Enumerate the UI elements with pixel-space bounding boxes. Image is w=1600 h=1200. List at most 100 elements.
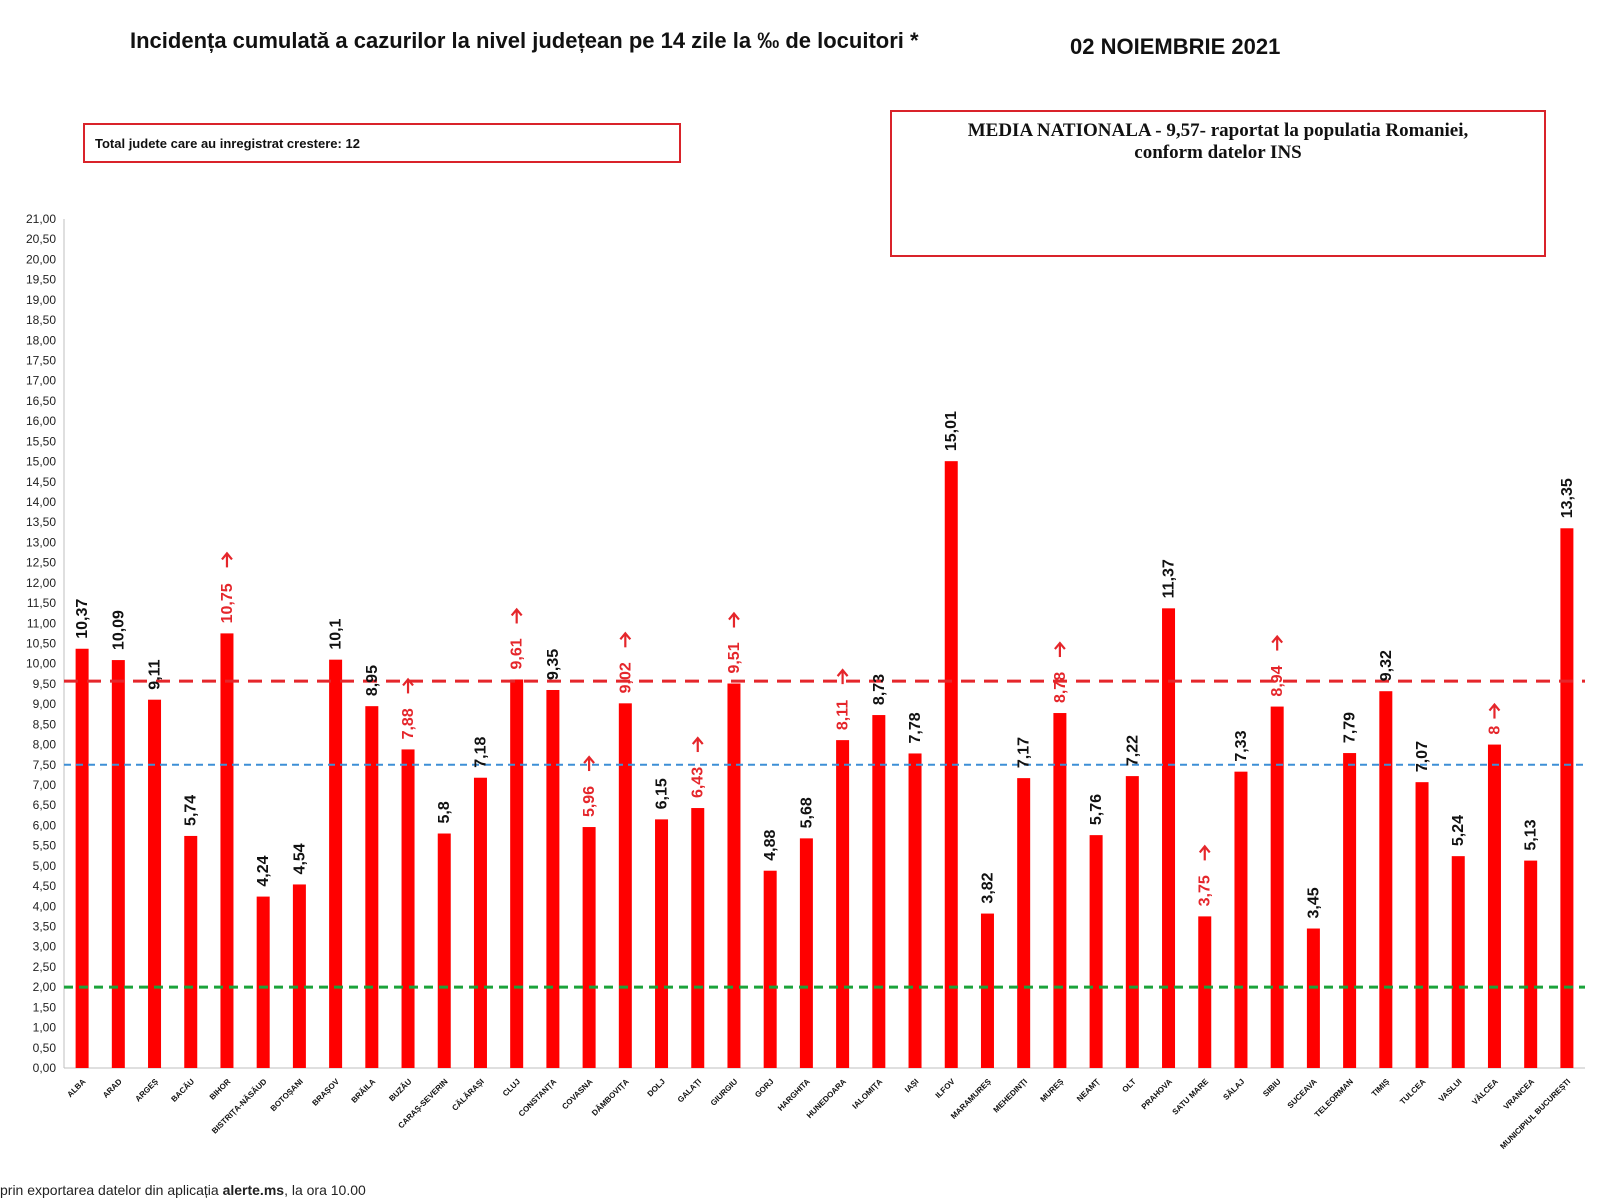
y-tick-label: 19,00 <box>26 293 56 307</box>
bar-35 <box>1306 928 1320 1068</box>
y-tick-label: 12,50 <box>26 556 56 570</box>
category-label-5: BIHOR <box>208 1077 233 1102</box>
value-label-33: 7,33 <box>1233 730 1250 761</box>
y-tick-label: 7,50 <box>33 758 57 772</box>
y-tick-label: 2,50 <box>33 960 57 974</box>
value-label-12: 7,18 <box>472 736 489 767</box>
y-tick-label: 6,00 <box>33 818 57 832</box>
value-label-35: 3,45 <box>1305 887 1322 918</box>
bar-1 <box>75 648 89 1068</box>
value-label-26: 3,82 <box>979 872 996 903</box>
footnote-suffix: , la ora 10.00 <box>284 1182 366 1198</box>
footnote-prefix: prin exportarea datelor din aplicația <box>0 1182 223 1198</box>
chart-title: Incidența cumulată a cazurilor la nivel … <box>130 28 919 53</box>
value-label-27: 7,17 <box>1016 737 1033 768</box>
value-label-8: 10,1 <box>328 618 345 649</box>
value-label-38: 7,07 <box>1414 741 1431 772</box>
bar-7 <box>292 884 306 1068</box>
y-tick-label: 21,00 <box>26 212 56 226</box>
y-tick-label: 17,50 <box>26 354 56 368</box>
y-tick-label: 20,00 <box>26 252 56 266</box>
bar-10 <box>401 749 415 1068</box>
category-label-1: ALBA <box>65 1077 87 1099</box>
category-label-42: MUNICIPIUL BUCUREȘTI <box>1498 1077 1572 1151</box>
y-tick-label: 18,00 <box>26 333 56 347</box>
value-label-9: 8,95 <box>364 665 381 696</box>
bar-6 <box>256 896 270 1068</box>
value-label-13: 9,61 <box>509 638 526 669</box>
bar-33 <box>1234 771 1248 1068</box>
y-tick-label: 5,00 <box>33 859 57 873</box>
value-label-18: 6,43 <box>690 767 707 798</box>
y-tick-label: 11,50 <box>27 596 56 610</box>
value-label-17: 6,15 <box>654 778 671 809</box>
bar-17 <box>655 819 669 1068</box>
y-tick-label: 10,00 <box>26 657 56 671</box>
y-tick-label: 0,00 <box>33 1061 57 1075</box>
value-label-22: 8,11 <box>835 700 852 730</box>
y-tick-label: 4,00 <box>33 899 57 913</box>
increase-arrow-22 <box>836 668 849 685</box>
value-label-42: 13,35 <box>1559 478 1576 518</box>
value-label-15: 5,96 <box>581 786 598 817</box>
increase-arrow-10 <box>402 677 414 694</box>
value-label-34: 8,94 <box>1269 665 1286 696</box>
category-label-38: TULCEA <box>1398 1077 1427 1106</box>
bar-42 <box>1560 528 1574 1068</box>
category-label-24: IAȘI <box>903 1077 920 1094</box>
bar-16 <box>618 703 632 1068</box>
y-tick-label: 11,00 <box>27 616 56 630</box>
increase-arrow-5 <box>221 551 233 568</box>
increase-arrow-32 <box>1198 844 1211 861</box>
bar-20 <box>763 870 777 1068</box>
value-label-6: 4,24 <box>255 855 272 886</box>
value-label-5: 10,75 <box>219 583 236 623</box>
bar-27 <box>1017 778 1031 1068</box>
bar-39 <box>1451 856 1465 1068</box>
y-tick-label: 0,50 <box>33 1041 57 1055</box>
y-tick-label: 13,50 <box>26 515 56 529</box>
value-label-32: 3,75 <box>1197 875 1214 906</box>
increase-arrow-34 <box>1271 634 1284 651</box>
category-label-25: ILFOV <box>934 1077 957 1100</box>
bar-32 <box>1198 916 1212 1068</box>
increase-arrow-19 <box>728 611 740 628</box>
y-tick-label: 9,50 <box>33 677 57 691</box>
category-label-31: PRAHOVA <box>1140 1077 1174 1111</box>
y-tick-label: 17,00 <box>26 374 56 388</box>
value-label-41: 5,13 <box>1523 819 1540 850</box>
category-label-19: GIURGIU <box>709 1077 740 1108</box>
value-label-30: 7,22 <box>1124 735 1141 766</box>
category-label-16: DÂMBOVIȚA <box>590 1077 631 1118</box>
y-tick-label: 14,50 <box>26 475 56 489</box>
category-label-18: GALAȚI <box>676 1077 703 1104</box>
bar-8 <box>329 659 343 1068</box>
category-label-32: SATU MARE <box>1171 1077 1211 1117</box>
bar-2 <box>111 660 125 1068</box>
value-label-2: 10,09 <box>110 610 127 650</box>
value-label-11: 5,8 <box>436 801 453 823</box>
y-tick-label: 19,50 <box>26 273 56 287</box>
y-tick-label: 14,00 <box>26 495 56 509</box>
bar-40 <box>1487 744 1501 1068</box>
category-label-37: TIMIȘ <box>1370 1077 1392 1099</box>
bar-12 <box>473 777 487 1068</box>
bar-36 <box>1343 753 1357 1068</box>
value-label-37: 9,32 <box>1378 650 1395 681</box>
bar-18 <box>691 808 705 1068</box>
bar-29 <box>1089 835 1103 1068</box>
increase-arrow-40 <box>1488 702 1501 719</box>
bar-4 <box>184 835 198 1068</box>
category-label-14: CONSTANȚA <box>517 1077 559 1119</box>
y-tick-label: 20,50 <box>26 232 56 246</box>
value-label-21: 5,68 <box>798 797 815 828</box>
y-tick-label: 13,00 <box>26 535 56 549</box>
bar-31 <box>1162 608 1176 1068</box>
increase-arrow-16 <box>619 631 632 648</box>
value-label-1: 10,37 <box>74 599 91 639</box>
category-label-35: SUCEAVA <box>1286 1077 1319 1110</box>
national-average-box: MEDIA NATIONALA - 9,57- raportat la popu… <box>890 110 1546 257</box>
category-label-23: IALOMIȚA <box>851 1077 885 1111</box>
increase-arrow-28 <box>1054 641 1066 658</box>
